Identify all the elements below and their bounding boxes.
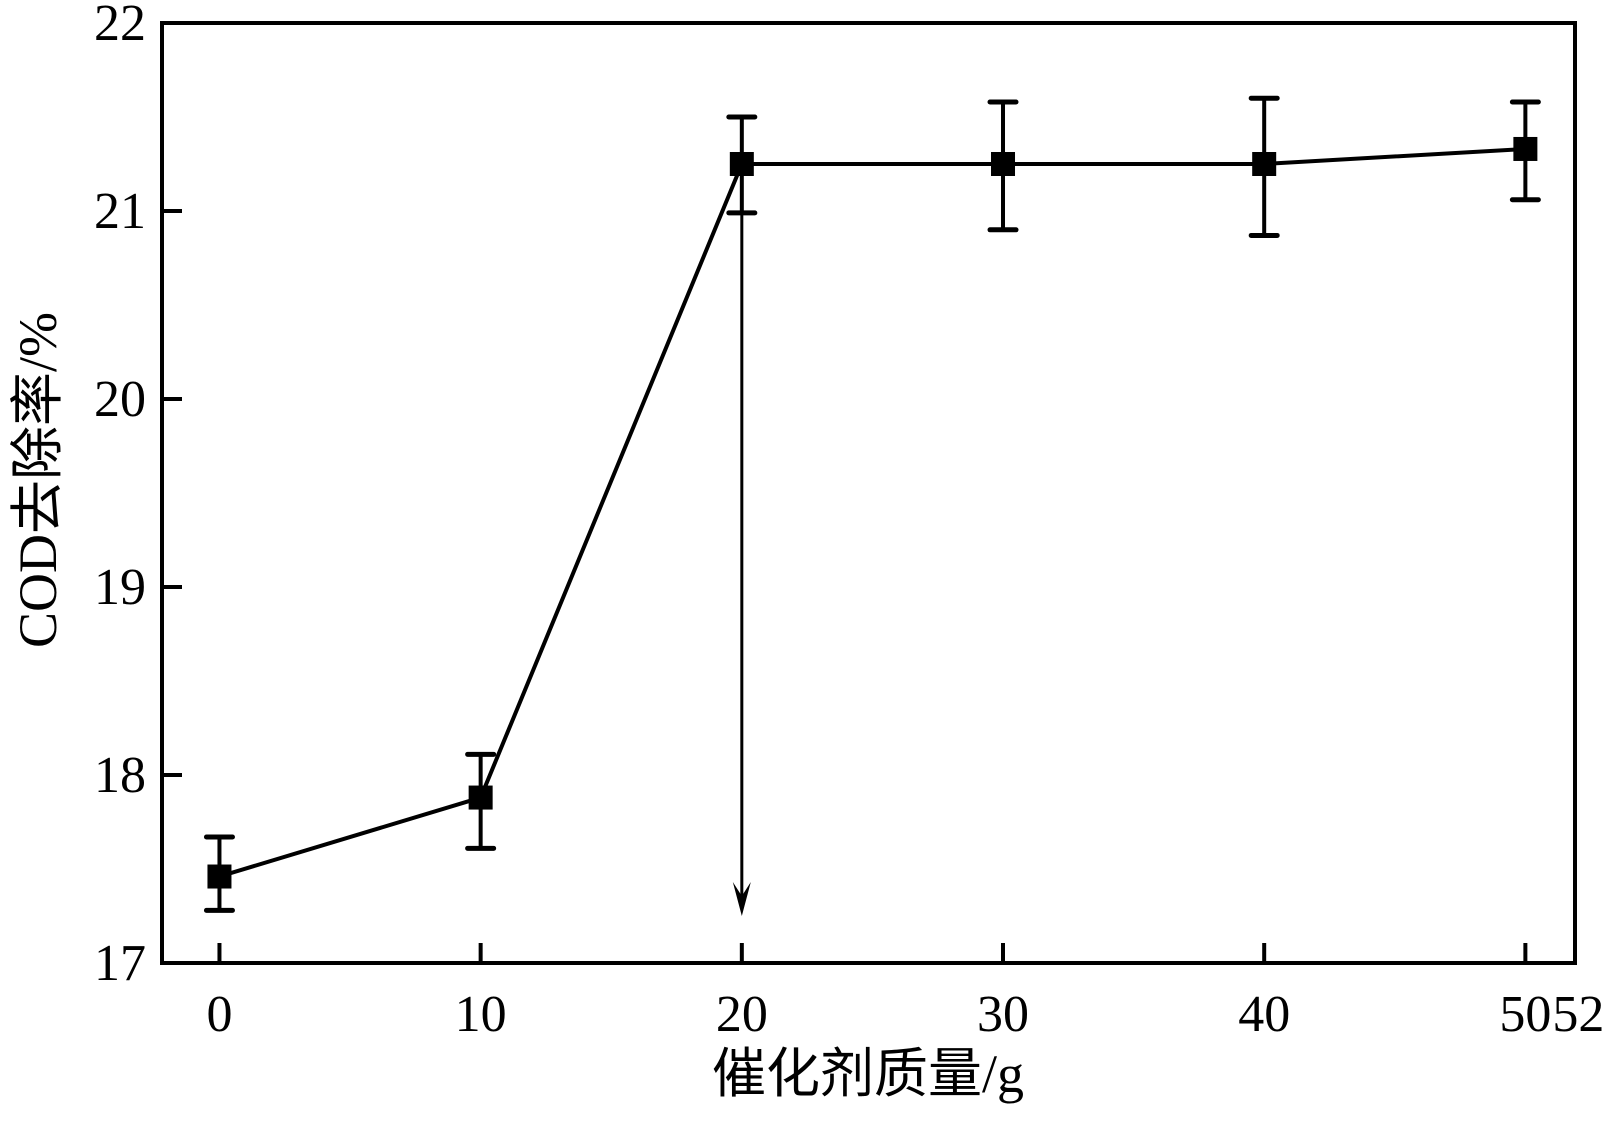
- y-tick-label: 17: [94, 935, 146, 992]
- series-line: [218, 146, 1526, 879]
- x-tick-label: 50: [1499, 986, 1551, 1043]
- x-tick-label: 10: [455, 986, 507, 1043]
- y-tick-label: 19: [94, 559, 146, 616]
- x-tick-label: 40: [1238, 986, 1290, 1043]
- data-point: [1252, 152, 1277, 176]
- y-axis-label: COD去除率/%: [8, 312, 68, 648]
- y-tick-label: 21: [94, 183, 146, 240]
- data-point: [207, 864, 232, 889]
- y-tick-label: 22: [94, 0, 146, 52]
- plot-frame: [160, 21, 1577, 965]
- data-point: [1513, 136, 1538, 161]
- x-axis-label: 催化剂质量/g: [712, 1044, 1024, 1104]
- data-point: [468, 785, 493, 810]
- y-tick-label: 18: [94, 747, 146, 804]
- x-axis-end-label: 52: [1552, 986, 1604, 1043]
- data-point: [991, 152, 1016, 176]
- x-tick-label: 0: [206, 986, 232, 1043]
- y-tick-label: 20: [94, 371, 146, 428]
- x-tick-label: 30: [977, 986, 1029, 1043]
- data-point: [729, 152, 754, 176]
- x-tick-label: 20: [716, 986, 768, 1043]
- arrow-head: [732, 882, 751, 916]
